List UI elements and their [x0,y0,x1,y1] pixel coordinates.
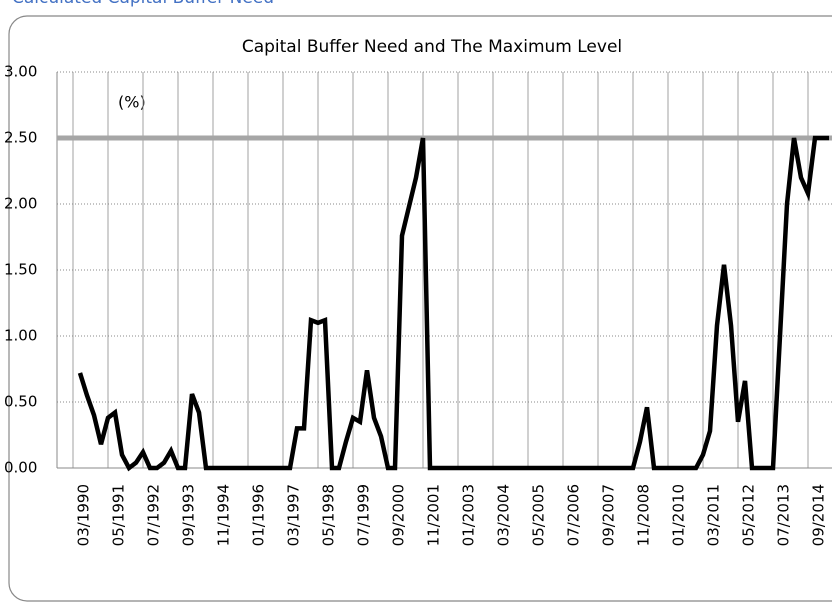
x-tick-label: 05/1998 [320,484,338,546]
x-tick-label: 05/2012 [740,484,758,546]
x-tick-label: 03/1990 [75,484,93,546]
y-tick-label: 0.00 [4,459,37,477]
y-tick-label: 1.50 [4,261,37,279]
x-tick-label: 07/1992 [145,484,163,546]
chart-frame [8,15,832,602]
y-tick-label: 0.50 [4,393,37,411]
y-tick-label: 3.00 [4,63,37,81]
x-tick-label: 09/1993 [180,484,198,546]
x-tick-label: 11/1994 [215,484,233,546]
x-tick-label: 03/2011 [705,484,723,546]
x-tick-label: 05/1991 [110,484,128,546]
x-tick-label: 09/2000 [390,484,408,546]
unit-annotation: (%) [118,93,146,112]
x-tick-label: 03/2004 [495,484,513,546]
page-header: Calculated Capital Buffer Need [12,0,274,8]
x-tick-label: 11/2008 [635,484,653,546]
x-tick-label: 01/1996 [250,484,268,546]
y-tick-label: 1.00 [4,327,37,345]
x-tick-label: 03/1997 [285,484,303,546]
x-tick-label: 09/2014 [810,484,828,546]
x-tick-label: 11/2001 [425,484,443,546]
x-tick-label: 01/2010 [670,484,688,546]
x-tick-label: 07/2013 [775,484,793,546]
data-line [77,135,829,472]
x-tick-label: 01/2003 [460,484,478,546]
x-tick-label: 07/1999 [355,484,373,546]
x-tick-label: 07/2006 [565,484,583,546]
chart-title: Capital Buffer Need and The Maximum Leve… [242,37,622,57]
x-tick-label: 05/2005 [530,484,548,546]
y-tick-label: 2.50 [4,129,37,147]
y-tick-label: 2.00 [4,195,37,213]
x-tick-label: 09/2007 [600,484,618,546]
